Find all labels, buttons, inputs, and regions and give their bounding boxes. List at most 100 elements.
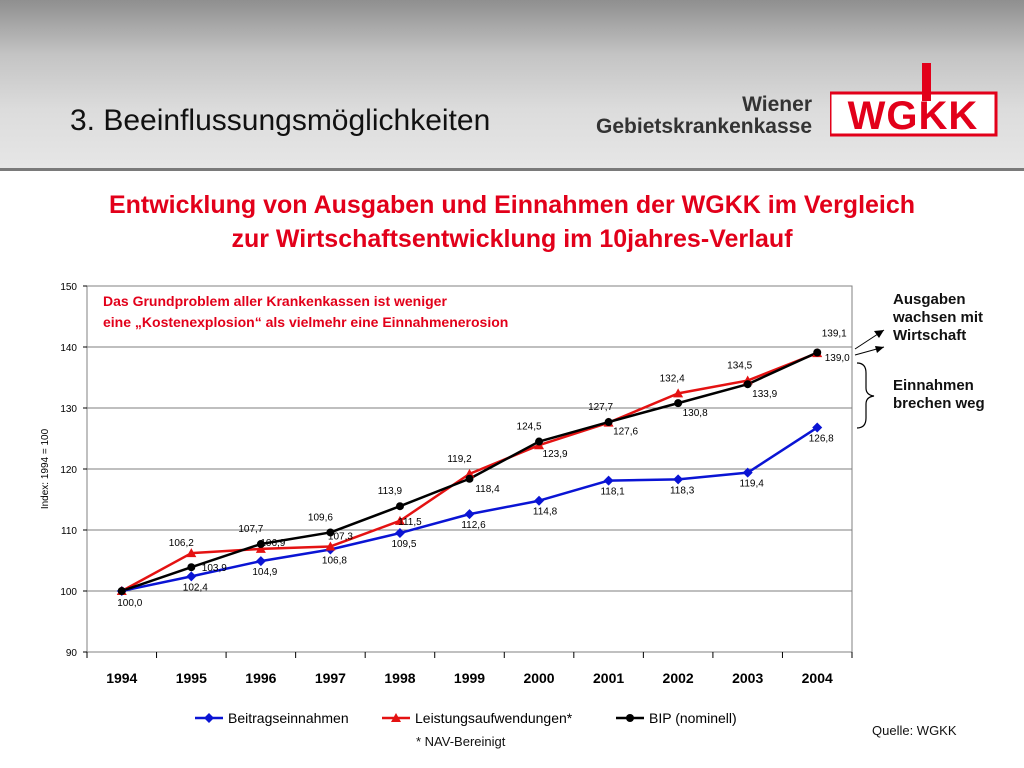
data-label: 139,0 [825,353,850,364]
annotation-income-line: brechen weg [893,395,985,412]
logo-line-2: Gebietskrankenkasse [596,115,812,138]
logo-line-1: Wiener [742,93,812,116]
data-label: 132,4 [660,373,685,384]
data-label: 109,5 [391,539,416,550]
data-point [603,475,614,486]
y-tick-label: 110 [61,526,77,537]
x-tick-label: 1996 [245,670,276,686]
logo-wordmark: Wiener Gebietskrankenkasse [596,94,812,138]
data-point [673,474,684,485]
chart-title: Entwicklung von Ausgaben und Einnahmen d… [0,188,1024,256]
slide-title: 3. Beeinflussungsmöglichkeiten [70,104,491,137]
slide-header [0,0,1024,170]
data-label: 106,2 [169,538,194,549]
x-tick-label: 1997 [315,670,346,686]
footnote: * NAV-Bereinigt [416,734,506,749]
y-tick-label: 130 [60,404,77,415]
data-label: 118,3 [670,485,695,496]
data-label: 104,9 [252,567,277,578]
data-point [464,468,475,478]
x-tick-label: 1995 [176,670,207,686]
annotation-brace [856,362,875,429]
x-tick-label: 2002 [663,670,694,686]
annotation-arrow-head [874,330,884,338]
data-label: 112,6 [461,520,486,531]
data-label: 106,8 [322,556,347,567]
chart-title-line-2: zur Wirtschaftsentwicklung im 10jahres-V… [231,225,793,253]
data-point [117,587,126,595]
annotation-income-line: Einnahmen [893,377,974,394]
x-tick-label: 1994 [106,670,137,686]
x-tick-label: 1999 [454,670,485,686]
data-label: 100,0 [117,598,142,609]
data-point [394,528,405,539]
annotation-arrow-head [875,346,884,353]
x-tick-label: 2003 [732,670,763,686]
svg-text:WGKK: WGKK [848,94,979,138]
data-label: 123,9 [543,449,568,460]
data-label: 127,6 [613,427,638,438]
data-point [255,543,266,553]
y-tick-label: 140 [60,343,77,354]
data-label: 103,9 [202,563,227,574]
data-point [673,388,684,398]
data-label: 109,6 [308,512,333,523]
data-label: 133,9 [752,389,777,400]
data-point [604,418,613,427]
legend-label: Beitragseinnahmen [228,710,349,726]
data-point [534,495,545,506]
legend-label: BIP (nominell) [649,710,737,726]
data-point [465,474,474,483]
data-label: 113,9 [378,486,403,497]
annotation-expenses-line: Ausgaben [893,291,966,308]
data-label: 134,5 [727,361,752,372]
legend-marker [391,713,401,722]
annotation-expenses-line: wachsen mit [893,309,984,326]
header-divider [0,168,1024,171]
y-axis-label: Index: 1994 = 100 [40,428,51,509]
data-label: 106,9 [260,538,285,549]
y-tick-label: 100 [60,587,77,598]
data-label: 111,5 [398,517,422,528]
data-point [394,515,405,525]
data-label: 107,7 [238,524,263,535]
data-point [187,563,196,572]
y-tick-label: 120 [60,465,77,476]
chart-title-line-1: Entwicklung von Ausgaben und Einnahmen d… [108,191,916,219]
data-label: 139,1 [822,328,847,339]
data-point [186,571,197,582]
data-point [186,548,197,558]
data-point [255,556,266,567]
legend-marker [204,713,214,723]
data-point [743,380,752,389]
data-label: 130,8 [683,408,708,419]
wgkk-logo-icon: WGKK [830,63,998,138]
data-label: 127,7 [588,402,613,413]
y-tick-label: 90 [66,648,78,659]
data-label: 114,8 [533,507,558,518]
legend-marker [626,714,634,722]
data-label: 102,4 [183,582,208,593]
data-label: 107,3 [328,531,353,542]
annotation-expenses-line: Wirtschaft [893,327,967,344]
x-tick-label: 2000 [523,670,554,686]
data-point [325,541,336,551]
annotation-income: Einnahmen brechen weg [893,377,985,413]
y-tick-label: 150 [60,282,77,293]
x-tick-label: 1998 [384,670,415,686]
data-point [256,540,265,549]
data-label: 119,2 [447,454,472,465]
data-point [674,399,683,408]
data-point [812,422,823,433]
legend-label: Leistungsaufwendungen* [415,710,573,726]
data-point [742,467,753,478]
x-tick-label: 2004 [802,670,833,686]
data-point [813,348,822,357]
data-label: 126,8 [809,434,834,445]
annotation-expenses: Ausgaben wachsen mit Wirtschaft [893,291,983,345]
data-point [535,437,544,446]
data-point [326,528,335,537]
data-label: 124,5 [517,422,542,433]
source-note: Quelle: WGKK [872,723,957,738]
